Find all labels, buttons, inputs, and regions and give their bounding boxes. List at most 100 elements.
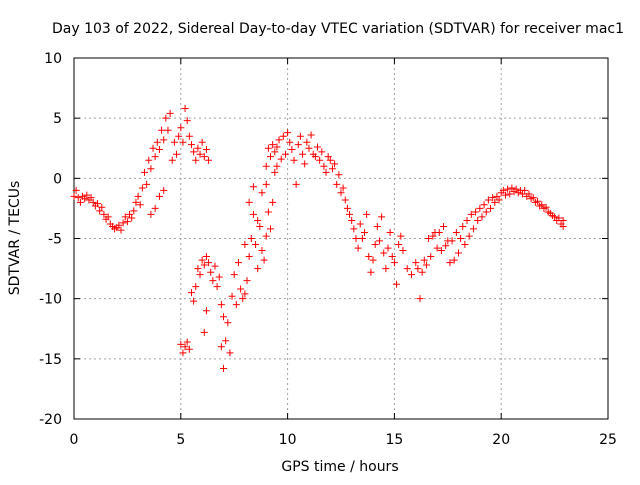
data-point bbox=[328, 165, 336, 173]
data-point bbox=[422, 261, 430, 269]
data-point bbox=[463, 216, 471, 224]
data-point bbox=[205, 156, 213, 164]
data-point bbox=[314, 143, 322, 151]
data-point bbox=[222, 337, 230, 345]
data-point bbox=[521, 186, 529, 194]
y-tick-label: -20 bbox=[39, 412, 62, 428]
data-point bbox=[529, 194, 537, 202]
data-point bbox=[119, 219, 127, 227]
data-point bbox=[446, 259, 454, 267]
data-point bbox=[179, 349, 187, 357]
data-point bbox=[215, 273, 223, 281]
axis-ticks: 0 5 10 15 20 25 -20 -15 -10 -5 0 5 10 bbox=[39, 51, 617, 448]
data-point bbox=[179, 138, 187, 146]
data-series bbox=[70, 105, 567, 372]
data-point bbox=[542, 203, 550, 211]
data-point bbox=[81, 195, 89, 203]
data-point bbox=[155, 145, 163, 153]
data-point bbox=[559, 216, 567, 224]
data-point bbox=[414, 265, 422, 273]
data-point bbox=[115, 221, 123, 229]
data-point bbox=[190, 297, 198, 305]
data-point bbox=[301, 160, 309, 168]
data-point bbox=[260, 256, 268, 264]
data-point bbox=[198, 138, 206, 146]
data-point bbox=[70, 192, 78, 200]
data-point bbox=[555, 214, 563, 222]
data-point bbox=[465, 232, 473, 240]
data-point bbox=[335, 171, 343, 179]
data-point bbox=[320, 162, 328, 170]
data-point bbox=[187, 289, 195, 297]
y-tick-label: -5 bbox=[48, 232, 62, 248]
data-point bbox=[269, 198, 277, 206]
data-point bbox=[339, 184, 347, 192]
data-point bbox=[83, 191, 91, 199]
data-point bbox=[501, 191, 509, 199]
data-point bbox=[435, 228, 443, 236]
data-point bbox=[469, 225, 477, 233]
y-axis-label: SDTVAR / TECUs bbox=[7, 181, 23, 296]
data-point bbox=[264, 208, 272, 216]
data-point bbox=[484, 196, 492, 204]
data-point bbox=[93, 200, 101, 208]
data-point bbox=[202, 307, 210, 315]
data-point bbox=[175, 132, 183, 140]
data-point bbox=[226, 349, 234, 357]
data-point bbox=[452, 228, 460, 236]
data-point bbox=[382, 265, 390, 273]
data-point bbox=[256, 222, 264, 230]
data-point bbox=[134, 192, 142, 200]
data-point bbox=[217, 343, 225, 351]
data-point bbox=[207, 268, 215, 276]
data-point bbox=[480, 201, 488, 209]
data-point bbox=[399, 247, 407, 255]
data-point bbox=[168, 156, 176, 164]
data-point bbox=[508, 184, 516, 192]
data-point bbox=[258, 247, 266, 255]
data-point bbox=[303, 138, 311, 146]
data-point bbox=[290, 156, 298, 164]
data-point bbox=[296, 132, 304, 140]
data-point bbox=[196, 271, 204, 279]
x-tick-label: 15 bbox=[385, 432, 403, 448]
data-point bbox=[202, 253, 210, 261]
data-point bbox=[348, 216, 356, 224]
data-point bbox=[209, 277, 217, 285]
data-point bbox=[220, 313, 228, 321]
data-point bbox=[369, 256, 377, 264]
data-point bbox=[243, 277, 251, 285]
data-point bbox=[538, 201, 546, 209]
x-tick-label: 25 bbox=[599, 432, 617, 448]
data-point bbox=[155, 192, 163, 200]
data-point bbox=[130, 207, 138, 215]
data-point bbox=[143, 180, 151, 188]
data-point bbox=[190, 148, 198, 156]
data-point bbox=[467, 210, 475, 218]
data-point bbox=[200, 153, 208, 161]
data-point bbox=[292, 180, 300, 188]
data-point bbox=[89, 198, 97, 206]
data-point bbox=[504, 185, 512, 193]
data-point bbox=[187, 141, 195, 149]
data-point bbox=[390, 259, 398, 267]
data-point bbox=[185, 132, 193, 140]
x-tick-label: 10 bbox=[279, 432, 297, 448]
data-point bbox=[318, 148, 326, 156]
data-point bbox=[196, 150, 204, 158]
data-point bbox=[194, 144, 202, 152]
gridlines bbox=[74, 58, 608, 419]
x-axis-label: GPS time / hours bbox=[281, 459, 398, 475]
data-point bbox=[76, 198, 84, 206]
data-point bbox=[140, 168, 148, 176]
data-point bbox=[192, 156, 200, 164]
data-point bbox=[166, 109, 174, 117]
data-point bbox=[380, 249, 388, 257]
data-point bbox=[232, 301, 240, 309]
data-point bbox=[128, 214, 136, 222]
data-point bbox=[160, 136, 168, 144]
data-point bbox=[326, 156, 334, 164]
x-tick-label: 20 bbox=[492, 432, 510, 448]
data-point bbox=[241, 241, 249, 249]
data-point bbox=[217, 301, 225, 309]
